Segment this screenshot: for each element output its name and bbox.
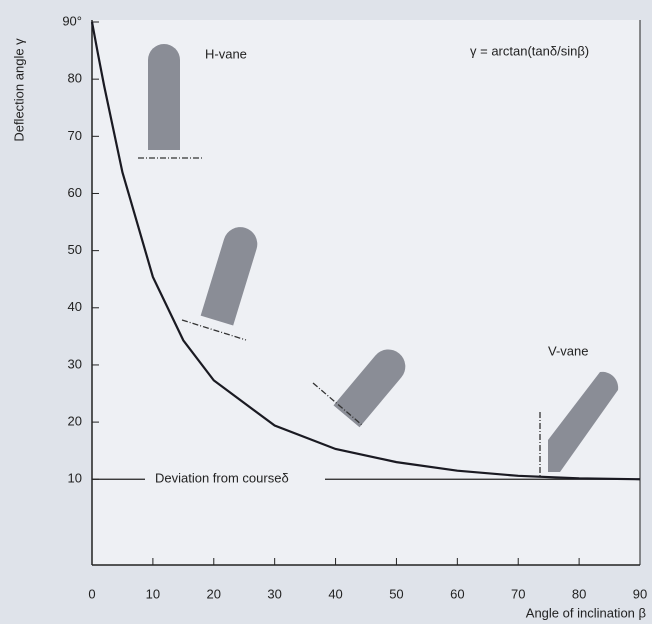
vane-base <box>181 319 247 341</box>
v-vane-label: V-vane <box>548 343 588 358</box>
x-tick-label: 10 <box>146 586 160 601</box>
v-vane-shape <box>548 371 619 472</box>
y-axis-title: Deflection angle γ <box>11 38 26 142</box>
curve <box>90 21 641 481</box>
x-axis-title: Angle of inclination β <box>526 605 646 620</box>
y-tick-label: 10 <box>68 471 82 486</box>
y-tick-label: 20 <box>68 414 82 429</box>
x-tick-label: 60 <box>450 586 464 601</box>
formula: γ = arctan(tanδ/sinβ) <box>470 43 589 58</box>
y-tick-label: 80 <box>68 71 82 86</box>
y-tick-label: 90° <box>62 13 82 28</box>
y-tick-label: 30 <box>68 356 82 371</box>
plot-area <box>92 20 640 565</box>
x-tick-label: 70 <box>511 586 525 601</box>
x-tick-label: 90 <box>633 586 647 601</box>
y-tick-label: 60 <box>68 185 82 200</box>
vanes <box>138 44 619 478</box>
x-tick-label: 30 <box>267 586 281 601</box>
h-vane-label: H-vane <box>205 46 247 61</box>
y-tick-label: 50 <box>68 242 82 257</box>
x-tick-label: 50 <box>389 586 403 601</box>
y-tick-label: 40 <box>68 299 82 314</box>
h-vane-shape <box>148 44 180 150</box>
y-tick-label: 70 <box>68 128 82 143</box>
reference-label: Deviation from courseδ <box>155 471 289 486</box>
vane-shape <box>333 349 406 428</box>
x-tick-label: 40 <box>328 586 342 601</box>
x-tick-label: 80 <box>572 586 586 601</box>
x-tick-label: 0 <box>88 586 95 601</box>
x-tick-label: 20 <box>207 586 221 601</box>
vane-shape <box>200 227 258 326</box>
